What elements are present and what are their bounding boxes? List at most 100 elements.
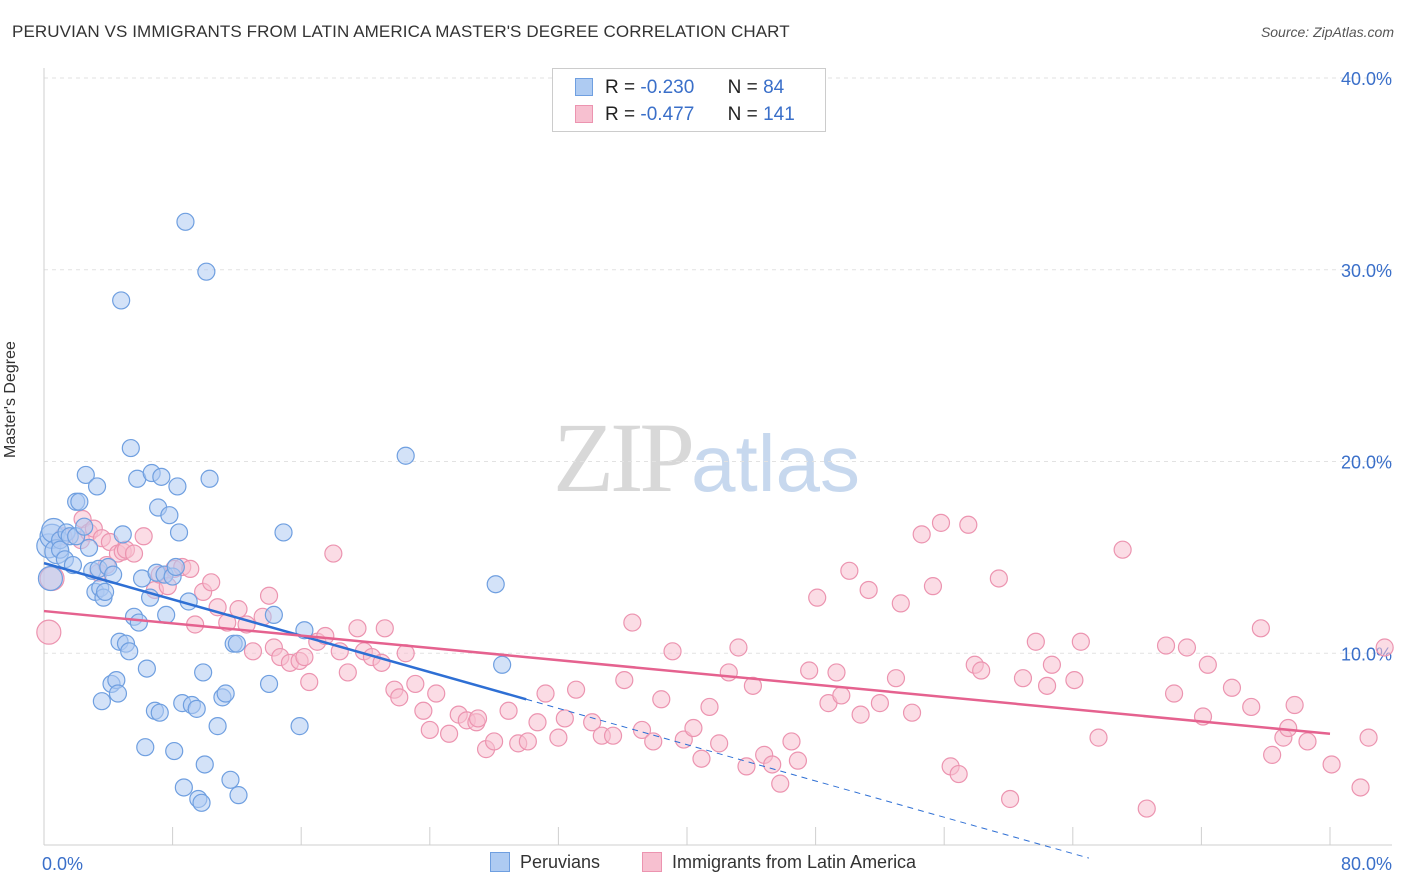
y-axis-label: Master's Degree xyxy=(2,341,19,458)
legend-n-label: N = xyxy=(727,104,758,125)
immigrant-point xyxy=(1089,728,1108,747)
peruvian-point xyxy=(87,477,107,496)
bottom-legend-swatch-blue xyxy=(490,852,510,872)
immigrant-point xyxy=(202,573,221,592)
immigrant-point xyxy=(851,705,870,724)
bottom-legend-swatch-pink xyxy=(642,852,662,872)
immigrant-point xyxy=(808,588,827,607)
peruvian-point xyxy=(129,613,148,632)
peruvian-point xyxy=(136,738,155,757)
immigrant-point xyxy=(743,676,763,695)
peruvian-point xyxy=(150,703,169,722)
peruvian-point xyxy=(75,517,94,536)
y-tick-label: 20.0% xyxy=(1341,453,1392,473)
immigrant-point xyxy=(788,751,808,770)
peruvian-point xyxy=(274,523,293,542)
immigrant-point xyxy=(1177,638,1197,657)
immigrant-point xyxy=(1359,728,1378,747)
immigrant-point xyxy=(1037,676,1057,695)
immigrant-point xyxy=(1013,669,1033,688)
immigrant-point xyxy=(710,734,729,753)
immigrant-point xyxy=(623,613,642,632)
peruvian-point xyxy=(168,477,187,496)
immigrant-point xyxy=(652,690,671,709)
immigrant-point xyxy=(615,670,634,690)
immigrant-point xyxy=(324,544,343,563)
immigrant-point xyxy=(684,718,703,738)
immigrant-point xyxy=(124,544,144,563)
peruvian-point xyxy=(137,659,156,678)
peruvian-point xyxy=(227,634,246,653)
legend-r-label: R = xyxy=(605,77,636,98)
peruvian-point xyxy=(120,642,139,661)
immigrant-point xyxy=(1351,778,1370,797)
peruvian-point xyxy=(493,655,512,674)
immigrant-point xyxy=(931,513,951,532)
immigrant-point xyxy=(1285,695,1304,715)
immigrant-point xyxy=(692,749,711,768)
peruvian-point xyxy=(195,755,214,774)
immigrant-point xyxy=(427,684,446,703)
source-label: Source: ZipAtlas.com xyxy=(1260,24,1394,40)
immigrant-point xyxy=(1042,655,1062,674)
bottom-legend-peruvians: Peruvians xyxy=(490,852,600,873)
x-tick-label: 0.0% xyxy=(42,854,83,874)
immigrant-point xyxy=(949,764,968,784)
immigrant-trend-line xyxy=(43,609,1331,736)
peruvian-point xyxy=(229,786,248,805)
peruvian-point xyxy=(176,212,195,231)
immigrant-point xyxy=(414,701,433,720)
legend-n-value: 84 xyxy=(763,77,785,98)
immigrant-point xyxy=(644,732,663,751)
immigrant-point xyxy=(1065,670,1084,690)
immigrant-point xyxy=(800,661,819,680)
peruvian-point xyxy=(76,465,95,485)
immigrant-point xyxy=(536,684,555,703)
chart-title: PERUVIAN VS IMMIGRANTS FROM LATIN AMERIC… xyxy=(12,22,790,41)
peruvian-point xyxy=(197,262,216,281)
immigrant-point xyxy=(1198,655,1217,674)
immigrant-point xyxy=(439,724,459,743)
legend-swatch-pink xyxy=(575,105,593,123)
immigrant-point xyxy=(827,663,846,682)
peruvian-point xyxy=(157,605,176,625)
peruvian-point xyxy=(194,663,213,682)
immigrant-point xyxy=(499,701,518,720)
peruvian-point xyxy=(192,793,211,812)
peruvian-point xyxy=(113,525,132,544)
immigrant-point xyxy=(771,774,790,793)
peruvian-point xyxy=(208,717,227,736)
legend-swatch-blue xyxy=(575,78,593,96)
immigrant-point xyxy=(338,663,357,682)
legend-n-value: 141 xyxy=(763,104,795,125)
immigrant-point xyxy=(1242,697,1261,717)
peruvian-point xyxy=(187,699,206,718)
immigrant-point xyxy=(528,713,547,732)
immigrant-point xyxy=(663,642,682,661)
immigrant-point xyxy=(406,674,425,694)
immigrant-point xyxy=(729,638,748,657)
immigrant-point xyxy=(912,525,931,544)
correlation-legend: R = -0.230 N = 84 R = -0.477 N = 141 xyxy=(552,68,826,132)
immigrant-point xyxy=(989,569,1008,588)
immigrant-point xyxy=(1137,799,1156,818)
peruvian-point xyxy=(259,674,279,694)
peruvian-point xyxy=(290,717,309,736)
immigrant-point xyxy=(603,726,623,745)
immigrant-point xyxy=(763,755,782,774)
peruvian-point xyxy=(37,565,64,592)
immigrant-point xyxy=(468,709,488,728)
immigrant-point xyxy=(134,527,153,546)
immigrant-point xyxy=(36,619,62,645)
immigrant-point xyxy=(923,577,943,596)
peruvian-point xyxy=(165,741,184,761)
immigrant-point xyxy=(859,580,878,600)
peruvian-point xyxy=(112,291,131,310)
y-tick-label: 30.0% xyxy=(1341,261,1392,281)
immigrant-point xyxy=(782,732,801,751)
immigrant-point xyxy=(555,709,574,728)
immigrant-point xyxy=(348,619,367,638)
immigrant-point xyxy=(1001,789,1020,809)
peruvian-point xyxy=(108,684,128,703)
